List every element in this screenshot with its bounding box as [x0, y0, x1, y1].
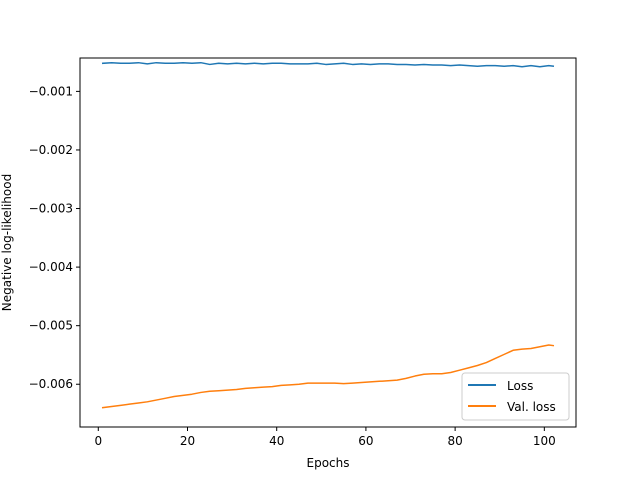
axes: [79, 57, 577, 428]
x-tick-label: 0: [94, 434, 102, 448]
legend-label-loss: Loss: [507, 379, 533, 393]
y-tick-label: −0.001: [29, 84, 73, 98]
x-tick-label: 80: [447, 434, 462, 448]
legend-label-val-loss: Val. loss: [507, 400, 556, 414]
y-tick-label: −0.004: [29, 260, 73, 274]
y-tick-label: −0.003: [29, 202, 73, 216]
x-tick-label: 100: [533, 434, 556, 448]
y-tick-label: −0.005: [29, 319, 73, 333]
legend: Loss Val. loss: [461, 372, 570, 421]
plot-area: [101, 61, 555, 409]
y-tick-label: −0.006: [29, 377, 73, 391]
x-axis-label: Epochs: [307, 456, 350, 470]
x-tick-label: 40: [269, 434, 284, 448]
x-tick-label: 20: [180, 434, 195, 448]
series-line-val-loss: [101, 344, 555, 409]
y-axis-ticks: −0.001 −0.002 −0.003 −0.004 −0.005 −0.006: [29, 84, 80, 391]
series-line-loss: [101, 61, 555, 68]
y-tick-label: −0.002: [29, 143, 73, 157]
x-axis-ticks: 0 20 40 60 80 100: [94, 427, 556, 448]
axes-frame: [79, 57, 577, 428]
y-axis-label: Negative log-likelihood: [0, 174, 14, 311]
x-tick-label: 60: [358, 434, 373, 448]
